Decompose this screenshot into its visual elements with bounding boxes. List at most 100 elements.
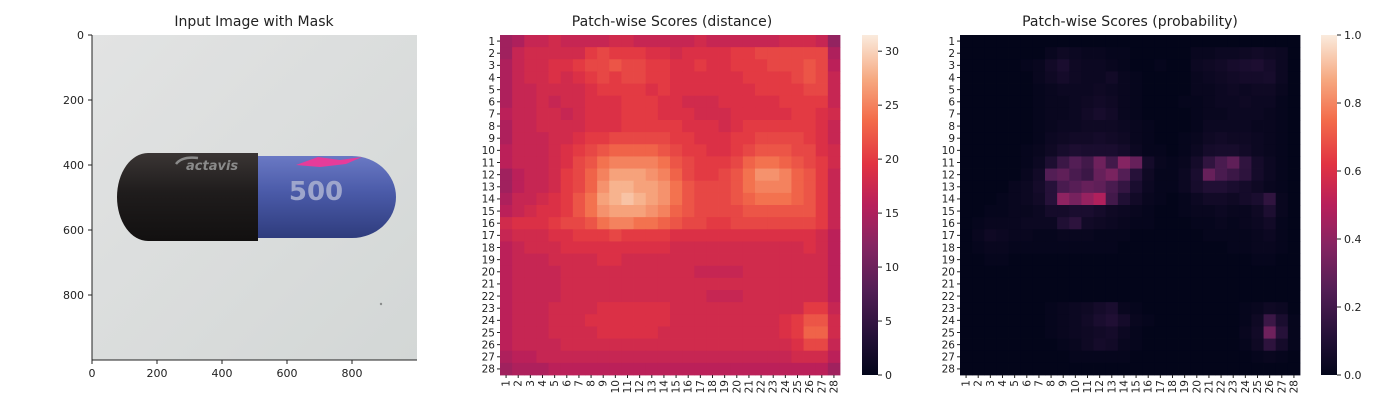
heatmap-cell (767, 338, 780, 352)
x-tick-label: 20 (1191, 380, 1203, 393)
heatmap-cell (767, 205, 780, 218)
panel3-title: Patch-wise Scores (probability) (1022, 14, 1238, 30)
heatmap-cell (1117, 71, 1131, 84)
heatmap-cell (609, 144, 622, 157)
heatmap-cell (960, 59, 973, 72)
heatmap-cell (960, 83, 973, 97)
heatmap-cell (1166, 290, 1179, 303)
heatmap-cell (597, 217, 610, 230)
heatmap-cell (1239, 362, 1252, 376)
heatmap-cell (633, 350, 647, 364)
heatmap-cell (1045, 95, 1058, 109)
heatmap-cell (730, 35, 744, 48)
heatmap-cell (597, 95, 610, 109)
heatmap-cell (803, 168, 817, 182)
heatmap-cell (730, 362, 744, 376)
y-tick-label: 400 (63, 159, 84, 172)
heatmap-cell (1105, 217, 1119, 230)
heatmap-cell (1275, 120, 1289, 133)
heatmap-cell (1142, 95, 1155, 109)
x-tick-label: 25 (792, 380, 804, 393)
heatmap-cell (1154, 83, 1167, 97)
heatmap-cell (536, 47, 549, 60)
heatmap-cell (1093, 83, 1107, 97)
heatmap-cell (972, 144, 985, 157)
heatmap-cell (682, 253, 695, 267)
heatmap-cell (621, 217, 634, 230)
x-tick-label: 3 (525, 380, 537, 387)
heatmap-cell (621, 338, 634, 352)
heatmap-cell (1263, 83, 1277, 97)
heatmap-cell (682, 326, 695, 339)
heatmap-cell (1093, 95, 1107, 109)
heatmap-cell (536, 265, 549, 279)
x-tick-label: 400 (212, 367, 233, 380)
heatmap-cell (1032, 265, 1046, 279)
heatmap-cell (1251, 205, 1264, 218)
heatmap-cell (803, 132, 817, 145)
heatmap-cell (706, 156, 719, 169)
heatmap-cell (536, 350, 549, 364)
heatmap-cell (755, 180, 768, 194)
heatmap-cell (621, 132, 634, 145)
heatmap-cell (1275, 217, 1289, 230)
heatmap-cell (1142, 362, 1155, 376)
heatmap-cell (682, 290, 695, 303)
heatmap-cell (512, 180, 525, 194)
heatmap-cell (548, 217, 562, 230)
heatmap-cell (755, 95, 768, 109)
heatmap-cell (1166, 180, 1179, 194)
heatmap-cell (1239, 314, 1252, 327)
heatmap-cell (621, 350, 634, 364)
heatmap-cell (1227, 120, 1240, 133)
heatmap-cell (803, 229, 817, 242)
heatmap-cell (536, 132, 549, 145)
heatmap-cell (1251, 192, 1264, 206)
heatmap-cell (791, 83, 804, 97)
heatmap-cell (572, 229, 586, 242)
heatmap-cell (1215, 144, 1228, 157)
heatmap-cell (512, 192, 525, 206)
heatmap-cell (718, 156, 732, 169)
heatmap-cell (996, 277, 1009, 291)
heatmap-cell (609, 229, 622, 242)
capsule-left-half (117, 153, 258, 241)
heatmap-cell (670, 71, 683, 84)
heatmap-cell (1215, 229, 1228, 242)
heatmap-cell (1032, 107, 1046, 121)
heatmap-cell (960, 144, 973, 157)
heatmap-cell (779, 95, 792, 109)
heatmap-cell (597, 35, 610, 48)
heatmap-cell (1202, 229, 1216, 242)
heatmap-cell (755, 47, 768, 60)
heatmap-cell (1154, 144, 1167, 157)
panel1-axes (91, 35, 417, 361)
heatmap-cell (694, 59, 707, 72)
y-tick-label: 16 (482, 218, 496, 230)
heatmap-cell (815, 107, 829, 121)
heatmap-cell (536, 35, 549, 48)
y-tick-label: 14 (482, 194, 496, 206)
heatmap-cell (1093, 168, 1107, 182)
heatmap-cell (996, 217, 1009, 230)
heatmap-cell (730, 156, 744, 169)
x-tick-label: 4 (997, 380, 1009, 387)
heatmap-cell (1275, 326, 1289, 339)
heatmap-cell (1239, 95, 1252, 109)
x-tick-label: 2 (513, 380, 525, 387)
heatmap-cell (1057, 205, 1070, 218)
x-tick-label: 10 (610, 380, 622, 393)
heatmap-cell (1032, 338, 1046, 352)
heatmap-cell (1166, 168, 1179, 182)
colorbar-tick-label: 15 (885, 207, 899, 220)
heatmap-cell (1081, 95, 1094, 109)
heatmap-cell (996, 95, 1009, 109)
heatmap-cell (1154, 168, 1167, 182)
heatmap-cell (645, 132, 659, 145)
heatmap-cell (694, 180, 707, 194)
heatmap-cell (779, 132, 792, 145)
heatmap-cell (1081, 265, 1094, 279)
x-tick-label: 5 (1009, 380, 1021, 387)
heatmap-cell (1008, 217, 1022, 230)
heatmap-cell (960, 265, 973, 279)
